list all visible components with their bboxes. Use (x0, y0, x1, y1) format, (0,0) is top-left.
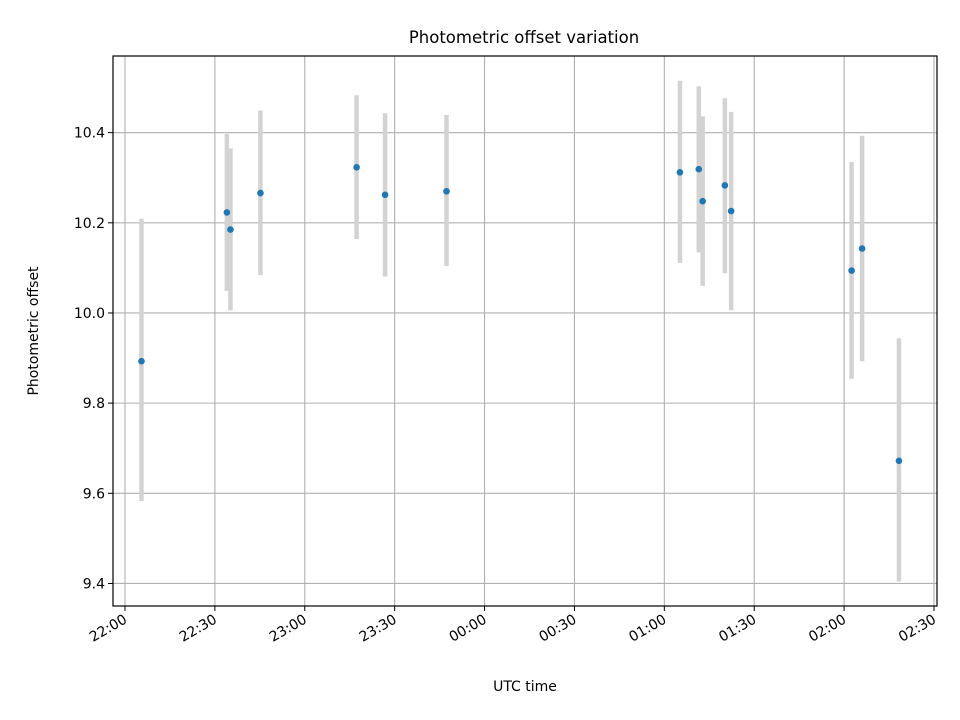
data-point (223, 209, 231, 216)
data-point (676, 169, 684, 176)
plot-frame (112, 55, 938, 607)
data-point (227, 226, 234, 233)
data-point (443, 187, 450, 195)
data-points (138, 164, 903, 465)
data-point (699, 197, 706, 205)
grid (113, 56, 937, 606)
data-point (721, 182, 729, 189)
y-tick-label: 9.4 (83, 576, 105, 592)
data-point (895, 457, 903, 465)
chart-title: Photometric offset variation (409, 28, 639, 47)
data-point (695, 165, 703, 173)
x-axis-label: UTC time (493, 679, 557, 695)
y-tick-label: 9.6 (83, 486, 105, 502)
data-point (257, 189, 264, 197)
data-point (353, 164, 360, 171)
y-tick-label: 9.8 (83, 396, 105, 412)
y-tick-label: 10.4 (74, 126, 105, 142)
data-point (848, 267, 855, 274)
y-tick-label: 10.0 (74, 306, 105, 322)
y-axis-label: Photometric offset (26, 266, 42, 396)
y-tick-label: 10.2 (74, 216, 105, 232)
y-axis-ticks: 9.4 9.6 9.8 10.0 10.2 10.4 (74, 126, 113, 592)
data-point (727, 207, 735, 215)
data-point (138, 357, 145, 365)
data-point (381, 191, 389, 199)
data-point (858, 245, 866, 252)
